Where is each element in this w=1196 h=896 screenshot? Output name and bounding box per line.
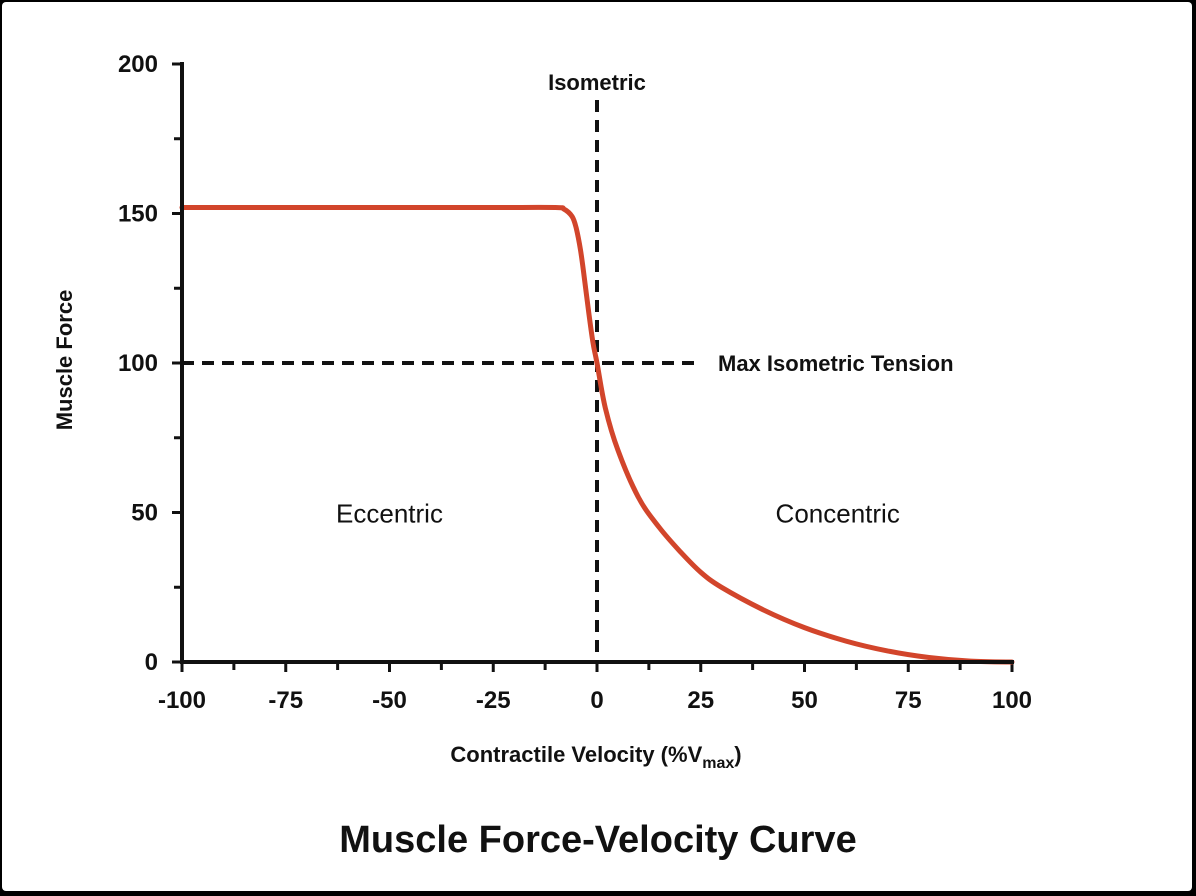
x-tick-label: -50 [372, 687, 407, 714]
x-tick-label: 75 [895, 687, 922, 714]
x-tick-label: 100 [992, 687, 1032, 714]
x-axis-label-suffix: ) [734, 742, 741, 767]
y-tick-label: 0 [145, 649, 158, 676]
x-tick-label: 50 [791, 687, 818, 714]
series-layer [179, 204, 1015, 665]
x-tick-label: 0 [590, 687, 603, 714]
x-axis-label-subscript: max [702, 755, 734, 772]
y-tick-label: 100 [118, 350, 158, 377]
max-isometric-tension-label: Max Isometric Tension [718, 351, 954, 376]
force-velocity-curve [179, 204, 1015, 665]
x-tick-label: 25 [687, 687, 714, 714]
isometric-label: Isometric [548, 70, 646, 95]
y-tick-label: 200 [118, 51, 158, 78]
eccentric-region-label: Eccentric [336, 498, 443, 528]
y-axis-label: Muscle Force [52, 290, 77, 431]
reference-lines-layer [182, 100, 702, 662]
y-tick-label: 50 [131, 500, 158, 527]
y-tick-label: 150 [118, 201, 158, 228]
x-axis-label-main: Contractile Velocity (%V [450, 742, 702, 767]
x-tick-label: -25 [476, 687, 511, 714]
x-tick-label: -75 [268, 687, 303, 714]
labels-layer: 0 50 100 150 200 -100 -75 -50 -25 0 25 50 75 100 Isome… [118, 51, 1032, 714]
x-tick-label: -100 [158, 687, 206, 714]
concentric-region-label: Concentric [776, 498, 900, 528]
chart-title: Muscle Force-Velocity Curve [339, 819, 856, 861]
x-axis-label: Contractile Velocity (%Vmax) [450, 742, 741, 772]
axes-layer [180, 62, 1014, 664]
